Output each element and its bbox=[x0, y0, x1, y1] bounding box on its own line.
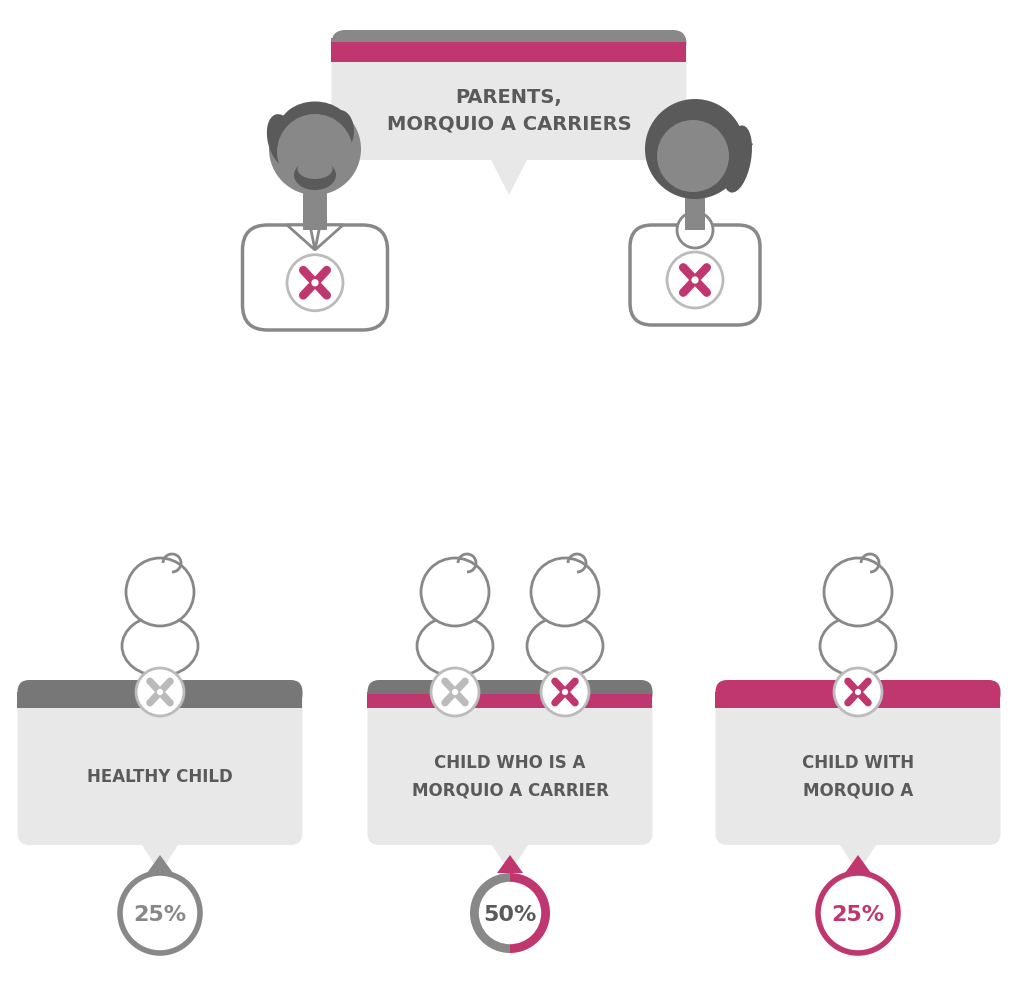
Polygon shape bbox=[492, 845, 528, 873]
FancyBboxPatch shape bbox=[630, 225, 760, 325]
FancyBboxPatch shape bbox=[17, 680, 303, 845]
Bar bbox=[17, 692, 303, 706]
Ellipse shape bbox=[722, 125, 752, 192]
Bar bbox=[368, 692, 652, 706]
Circle shape bbox=[126, 558, 194, 626]
Polygon shape bbox=[315, 225, 343, 250]
Bar bbox=[368, 694, 652, 708]
FancyBboxPatch shape bbox=[331, 30, 687, 160]
Circle shape bbox=[531, 558, 599, 626]
Circle shape bbox=[651, 110, 739, 198]
FancyBboxPatch shape bbox=[17, 680, 303, 706]
Circle shape bbox=[541, 668, 589, 716]
Ellipse shape bbox=[417, 616, 493, 676]
Polygon shape bbox=[287, 225, 315, 250]
FancyBboxPatch shape bbox=[715, 680, 1001, 706]
Circle shape bbox=[667, 252, 723, 308]
FancyBboxPatch shape bbox=[243, 225, 387, 330]
Circle shape bbox=[136, 668, 184, 716]
Ellipse shape bbox=[279, 102, 351, 157]
Ellipse shape bbox=[298, 159, 332, 179]
Circle shape bbox=[855, 689, 861, 695]
Circle shape bbox=[657, 120, 729, 192]
Circle shape bbox=[120, 873, 200, 953]
Wedge shape bbox=[510, 873, 550, 953]
Circle shape bbox=[834, 668, 882, 716]
Circle shape bbox=[269, 103, 361, 195]
Circle shape bbox=[677, 212, 713, 248]
Circle shape bbox=[561, 689, 569, 695]
Polygon shape bbox=[142, 845, 178, 873]
Ellipse shape bbox=[820, 616, 896, 676]
Circle shape bbox=[818, 873, 898, 953]
Circle shape bbox=[431, 668, 479, 716]
Circle shape bbox=[691, 276, 699, 284]
Text: 25%: 25% bbox=[832, 905, 884, 925]
Circle shape bbox=[287, 254, 343, 311]
Circle shape bbox=[645, 99, 745, 199]
Circle shape bbox=[824, 558, 892, 626]
Text: HEALTHY CHILD: HEALTHY CHILD bbox=[88, 767, 233, 786]
Bar bbox=[331, 42, 687, 62]
Polygon shape bbox=[147, 855, 173, 873]
FancyBboxPatch shape bbox=[368, 680, 652, 845]
Text: CHILD WHO IS A
MORQUIO A CARRIER: CHILD WHO IS A MORQUIO A CARRIER bbox=[412, 753, 608, 800]
Ellipse shape bbox=[294, 160, 336, 190]
FancyBboxPatch shape bbox=[715, 680, 1001, 845]
Ellipse shape bbox=[122, 616, 198, 676]
FancyBboxPatch shape bbox=[331, 30, 687, 56]
Text: CHILD WITH
MORQUIO A: CHILD WITH MORQUIO A bbox=[802, 753, 914, 800]
Circle shape bbox=[451, 689, 459, 695]
Bar bbox=[17, 694, 303, 708]
Circle shape bbox=[312, 279, 319, 286]
Circle shape bbox=[157, 689, 163, 695]
Polygon shape bbox=[733, 129, 753, 169]
Bar bbox=[303, 190, 327, 230]
Circle shape bbox=[421, 558, 489, 626]
Polygon shape bbox=[491, 160, 527, 195]
Text: 25%: 25% bbox=[133, 905, 186, 925]
Text: PARENTS,: PARENTS, bbox=[455, 89, 562, 107]
Circle shape bbox=[479, 881, 541, 945]
Polygon shape bbox=[840, 845, 876, 873]
Text: 50%: 50% bbox=[483, 905, 537, 925]
Bar bbox=[685, 193, 705, 230]
Ellipse shape bbox=[326, 110, 354, 152]
Bar bbox=[715, 694, 1001, 708]
Circle shape bbox=[281, 120, 348, 188]
Wedge shape bbox=[470, 873, 510, 953]
Text: MORQUIO A CARRIERS: MORQUIO A CARRIERS bbox=[386, 114, 632, 133]
Ellipse shape bbox=[267, 114, 300, 168]
Bar bbox=[331, 38, 687, 56]
Ellipse shape bbox=[527, 616, 603, 676]
Circle shape bbox=[277, 114, 353, 190]
FancyBboxPatch shape bbox=[368, 680, 652, 706]
Polygon shape bbox=[497, 855, 523, 873]
Bar bbox=[715, 692, 1001, 706]
Polygon shape bbox=[845, 855, 871, 873]
